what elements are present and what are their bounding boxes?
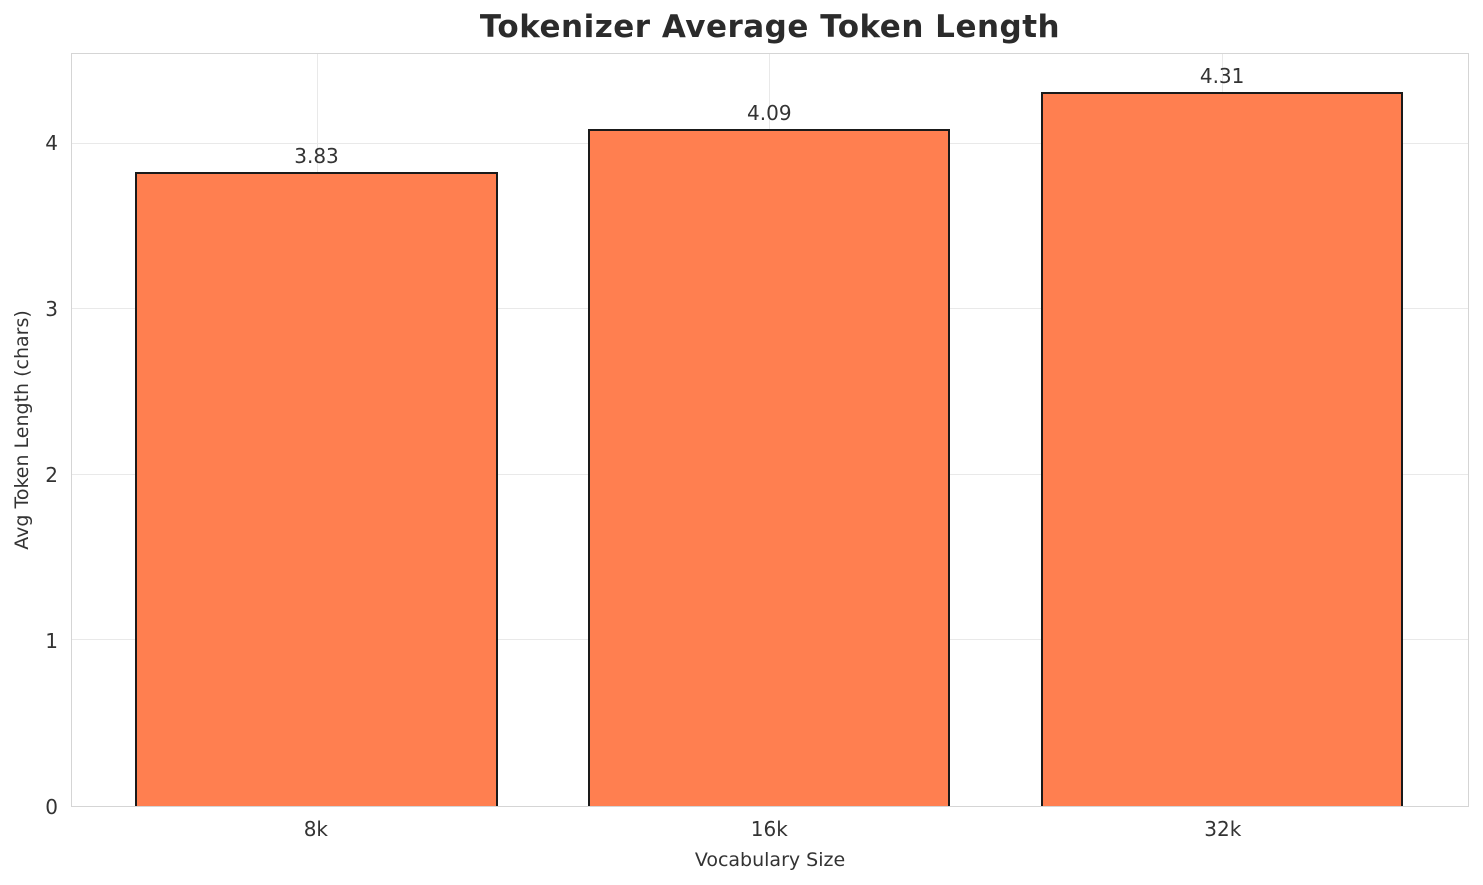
y-axis-label: Avg Token Length (chars) [11,310,33,550]
bar-16k: 4.09 [588,101,951,806]
bar-value-label: 4.09 [747,100,792,125]
y-tick-label: 3 [45,296,58,321]
bar-8k: 3.83 [135,144,498,806]
y-tick-label: 1 [45,628,58,653]
y-tick-label: 0 [45,795,58,819]
x-tick-label-8k: 8k [303,817,329,841]
y-tick-label: 2 [45,462,58,487]
x-tick-label-16k: 16k [750,817,788,841]
plot-area: 3.83 4.09 4.31 [71,53,1469,807]
x-axis-label: Vocabulary Size [694,849,846,871]
x-tick-label-32k: 32k [1204,817,1242,841]
bar-value-label: 4.31 [1199,64,1245,89]
y-tick-label: 4 [45,130,58,155]
bar-value-label: 3.83 [294,143,339,168]
chart-title: Tokenizer Average Token Length [479,9,1061,45]
bar-32k: 4.31 [1041,64,1404,806]
